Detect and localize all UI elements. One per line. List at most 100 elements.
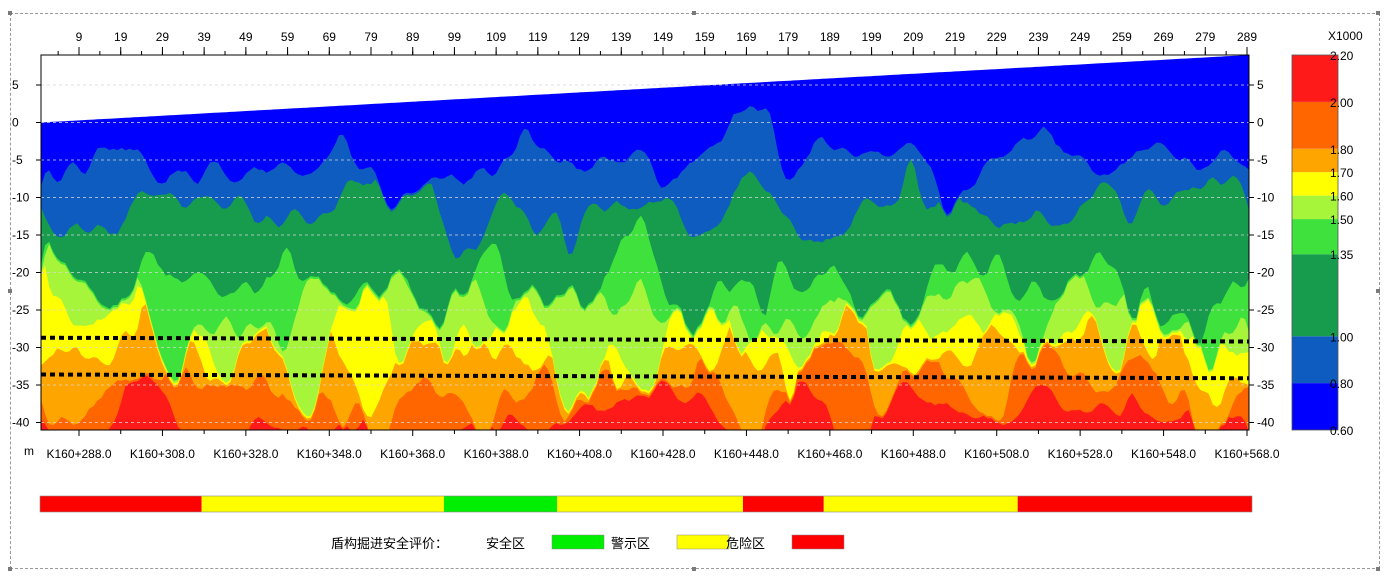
colorbar-swatch [1292,195,1338,220]
y-tick-label-right: -5 [1257,153,1268,167]
frame-handle [8,289,12,293]
top-tick-label: 99 [448,30,462,44]
x-tick-label: K160+348.0 [297,447,362,461]
top-tick-label: 229 [987,30,1007,44]
colorbar-swatch [1292,219,1338,255]
safety-bar-border [39,495,1253,513]
top-tick-label: 129 [570,30,590,44]
y-tick-label-left: -5 [12,153,23,167]
top-tick-label: 69 [323,30,337,44]
frame-handle [1376,11,1380,15]
top-tick-label: 109 [486,30,506,44]
top-tick-label: 239 [1028,30,1048,44]
top-tick-label: 209 [903,30,923,44]
top-tick-label: 59 [281,30,295,44]
colorbar-swatch [1292,148,1338,173]
colorbar-label: 1.00 [1330,330,1354,344]
top-tick-label: 139 [611,30,631,44]
x-tick-label: K160+508.0 [964,447,1029,461]
x-tick-label: K160+368.0 [380,447,445,461]
top-tick-label: 19 [114,30,128,44]
y-tick-label-right: -35 [1257,378,1275,392]
safety-segment-danger [742,496,824,512]
frame-handle [1376,289,1380,293]
top-tick-label: 289 [1237,30,1257,44]
frame-handle [8,11,12,15]
colorbar-label: 1.70 [1330,166,1354,180]
safety-segment-warning [557,496,743,512]
colorbar-label: 1.80 [1330,143,1354,157]
y-tick-label-right: 0 [1257,116,1264,130]
top-tick-label: 249 [1070,30,1090,44]
colorbar-multiplier: X1000 [1328,29,1363,43]
y-tick-label-right: -40 [1257,416,1275,430]
x-tick-label: K160+568.0 [1214,447,1279,461]
colorbar-label: 1.50 [1330,213,1354,227]
top-tick-label: 9 [76,30,83,44]
y-tick-label-right: -25 [1257,303,1275,317]
y-tick-label-left: -40 [12,416,30,430]
colorbar-border [1291,54,1339,431]
y-unit-label: m [24,444,34,458]
top-tick-label: 89 [406,30,420,44]
tunnel-line-0 [41,335,1249,344]
colorbar-label: 0.80 [1330,377,1354,391]
colorbar-label: 1.60 [1330,190,1354,204]
y-tick-label-left: -25 [12,303,30,317]
y-tick-label-left: 5 [12,78,19,92]
x-tick-label: K160+308.0 [130,447,195,461]
x-tick-label: K160+328.0 [213,447,278,461]
contour-band-8 [41,375,1249,430]
top-tick-label: 179 [778,30,798,44]
colorbar-swatch [1292,254,1338,337]
y-tick-label-right: -10 [1257,191,1275,205]
top-tick-label: 269 [1154,30,1174,44]
legend-title: 盾构掘进安全评价： [331,536,448,552]
top-tick-label: 189 [820,30,840,44]
colorbar-label: 2.00 [1330,96,1354,110]
y-tick-label-right: -20 [1257,266,1275,280]
colorbar: 0.60 0.80 1.00 1.35 1.50 1.60 1.70 1.80 2.00 2.20… [1291,29,1363,438]
safety-segment-danger [1017,496,1252,512]
frame-handle [8,567,12,571]
safety-segment-danger [40,496,202,512]
axes: 9 19 29 39 49 59 69 79 89 99 109 119 129 139 149 159 169… [12,30,1280,461]
x-tick-label: K160+528.0 [1048,447,1113,461]
colorbar-swatch [1292,383,1338,430]
safety-bar [39,495,1253,513]
top-tick-label: 259 [1112,30,1132,44]
colorbar-swatch [1292,101,1338,149]
legend-swatch [791,534,845,550]
top-tick-label: 219 [945,30,965,44]
colorbar-swatch [1292,55,1338,102]
legend-item-label: 警示区 [611,536,650,552]
top-tick-label: 79 [364,30,378,44]
x-tick-label: K160+468.0 [797,447,862,461]
top-tick-label: 159 [695,30,715,44]
safety-segment-warning [201,496,444,512]
top-tick-label: 29 [156,30,170,44]
safety-segment-safe [444,496,558,512]
y-tick-label-left: -35 [12,378,30,392]
y-tick-label-right: -30 [1257,341,1275,355]
frame-handle [1376,567,1380,571]
legend-swatch [676,534,730,550]
frame-handle [692,11,696,15]
x-tick-label: K160+448.0 [714,447,779,461]
x-tick-label: K160+288.0 [46,447,111,461]
contour-plot [41,55,1249,430]
plot-border [40,54,1250,431]
x-tick-label: K160+408.0 [547,447,612,461]
top-tick-label: 149 [653,30,673,44]
y-tick-label-left: 0 [12,116,19,130]
x-tick-label: K160+548.0 [1131,447,1196,461]
top-tick-label: 39 [197,30,211,44]
y-tick-label-left: -20 [12,266,30,280]
safety-segment-warning [823,496,1018,512]
colorbar-label: 1.35 [1330,248,1354,262]
top-tick-label: 49 [239,30,253,44]
x-tick-label: K160+488.0 [881,447,946,461]
y-tick-label-right: 5 [1257,78,1264,92]
y-tick-label-left: -30 [12,341,30,355]
